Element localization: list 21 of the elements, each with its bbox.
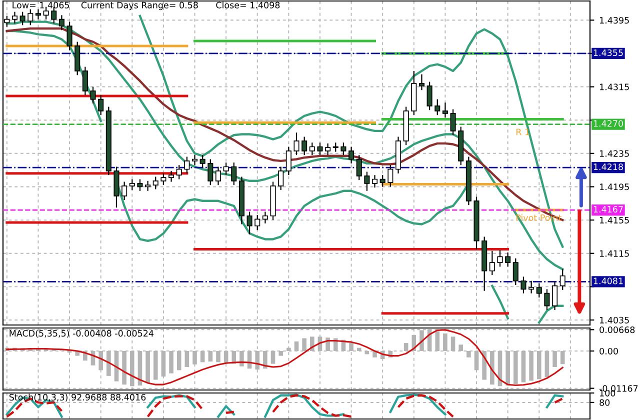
ref-line-label: 1.4218 bbox=[594, 164, 623, 170]
y-tick-label: 80 bbox=[600, 399, 610, 406]
y-tick-label: 1.4395 bbox=[600, 16, 629, 24]
y-tick-label: -0.01167 bbox=[599, 385, 638, 392]
ref-line-label: 1.4355 bbox=[594, 49, 623, 56]
ref-line-label: 1.4167 bbox=[594, 206, 623, 213]
ref-line-label: 1.4081 bbox=[594, 278, 623, 284]
y-tick-label: 1.4115 bbox=[600, 250, 629, 257]
chart-title: Stoch(10,3,3) 92.9688 88.4016 bbox=[9, 394, 146, 402]
y-tick-label: 1.4035 bbox=[600, 316, 629, 324]
ref-line-label: 1.4270 bbox=[594, 120, 623, 127]
y-tick-label: 1.4195 bbox=[600, 184, 629, 190]
y-tick-label: 100 bbox=[600, 390, 616, 396]
chart-title: MACD(5,35,5) -0.00408 -0.00524 bbox=[10, 330, 154, 338]
y-tick-label: 0.00668 bbox=[600, 326, 635, 334]
annotation: Close= 1.4098 bbox=[216, 2, 280, 8]
y-tick-label: 1.4155 bbox=[600, 217, 629, 224]
annotation: Low= 1.4065 Current Days Range= 0.58 bbox=[12, 2, 198, 10]
y-tick-label: 1.4315 bbox=[600, 84, 629, 90]
y-tick-label: 0.00 bbox=[600, 348, 618, 354]
y-tick-label: 1.4235 bbox=[600, 150, 629, 157]
